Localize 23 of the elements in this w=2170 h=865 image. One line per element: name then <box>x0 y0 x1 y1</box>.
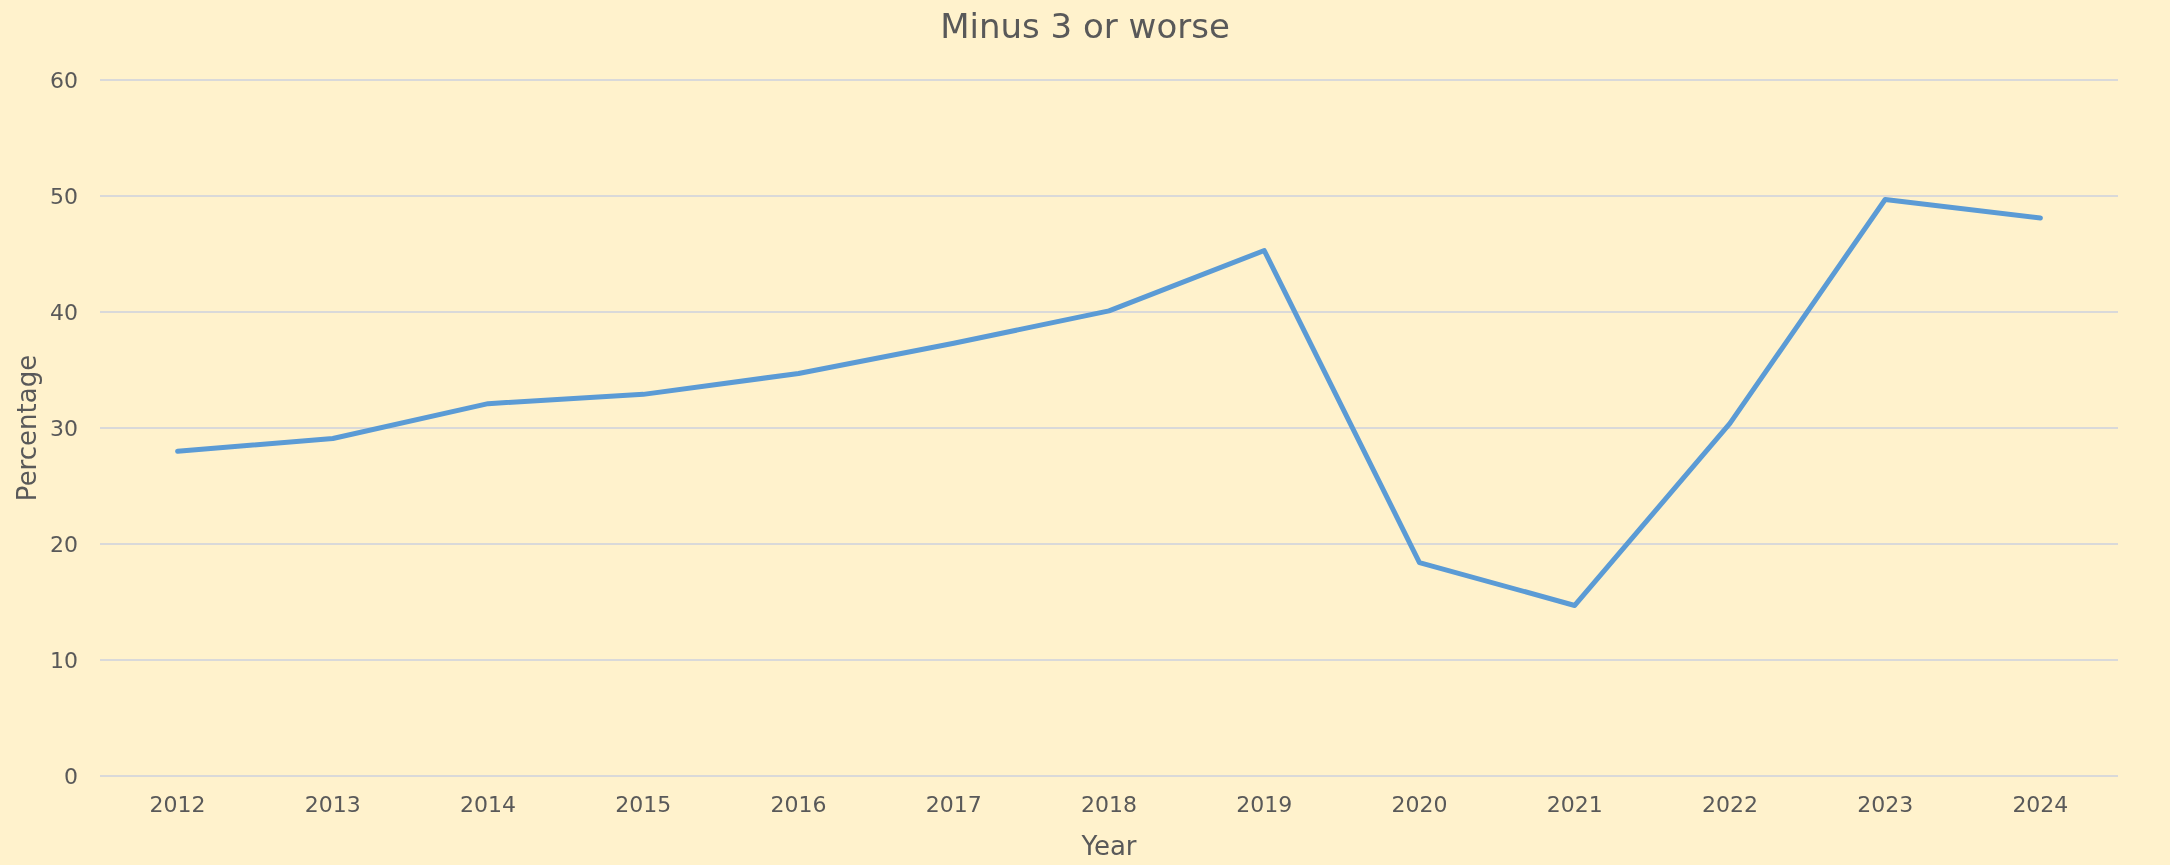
y-tick-label: 60 <box>50 67 78 93</box>
x-tick-label: 2017 <box>925 792 982 817</box>
x-tick-label: 2018 <box>1081 792 1137 817</box>
y-tick-label: 50 <box>50 183 78 209</box>
x-tick-label: 2024 <box>2012 792 2069 817</box>
x-tick-label: 2020 <box>1391 792 1448 817</box>
x-tick-label: 2021 <box>1546 792 1603 817</box>
y-tick-label: 40 <box>50 299 78 325</box>
y-tick-label: 30 <box>50 415 78 441</box>
x-tick-label: 2016 <box>770 792 827 817</box>
x-axis-title: Year <box>1080 831 1137 861</box>
y-tick-label: 10 <box>50 647 78 673</box>
y-tick-label: 0 <box>64 763 78 789</box>
x-tick-label: 2023 <box>1857 792 1914 817</box>
x-tick-label: 2013 <box>304 792 361 817</box>
x-tick-label: 2015 <box>615 792 672 817</box>
x-tick-label: 2012 <box>149 792 206 817</box>
y-axis-title: Percentage <box>12 354 42 502</box>
chart-title: Minus 3 or worse <box>940 6 1230 46</box>
x-tick-label: 2022 <box>1701 792 1758 817</box>
x-tick-label: 2014 <box>460 792 517 817</box>
y-tick-label: 20 <box>50 531 78 557</box>
x-tick-label: 2019 <box>1236 792 1293 817</box>
